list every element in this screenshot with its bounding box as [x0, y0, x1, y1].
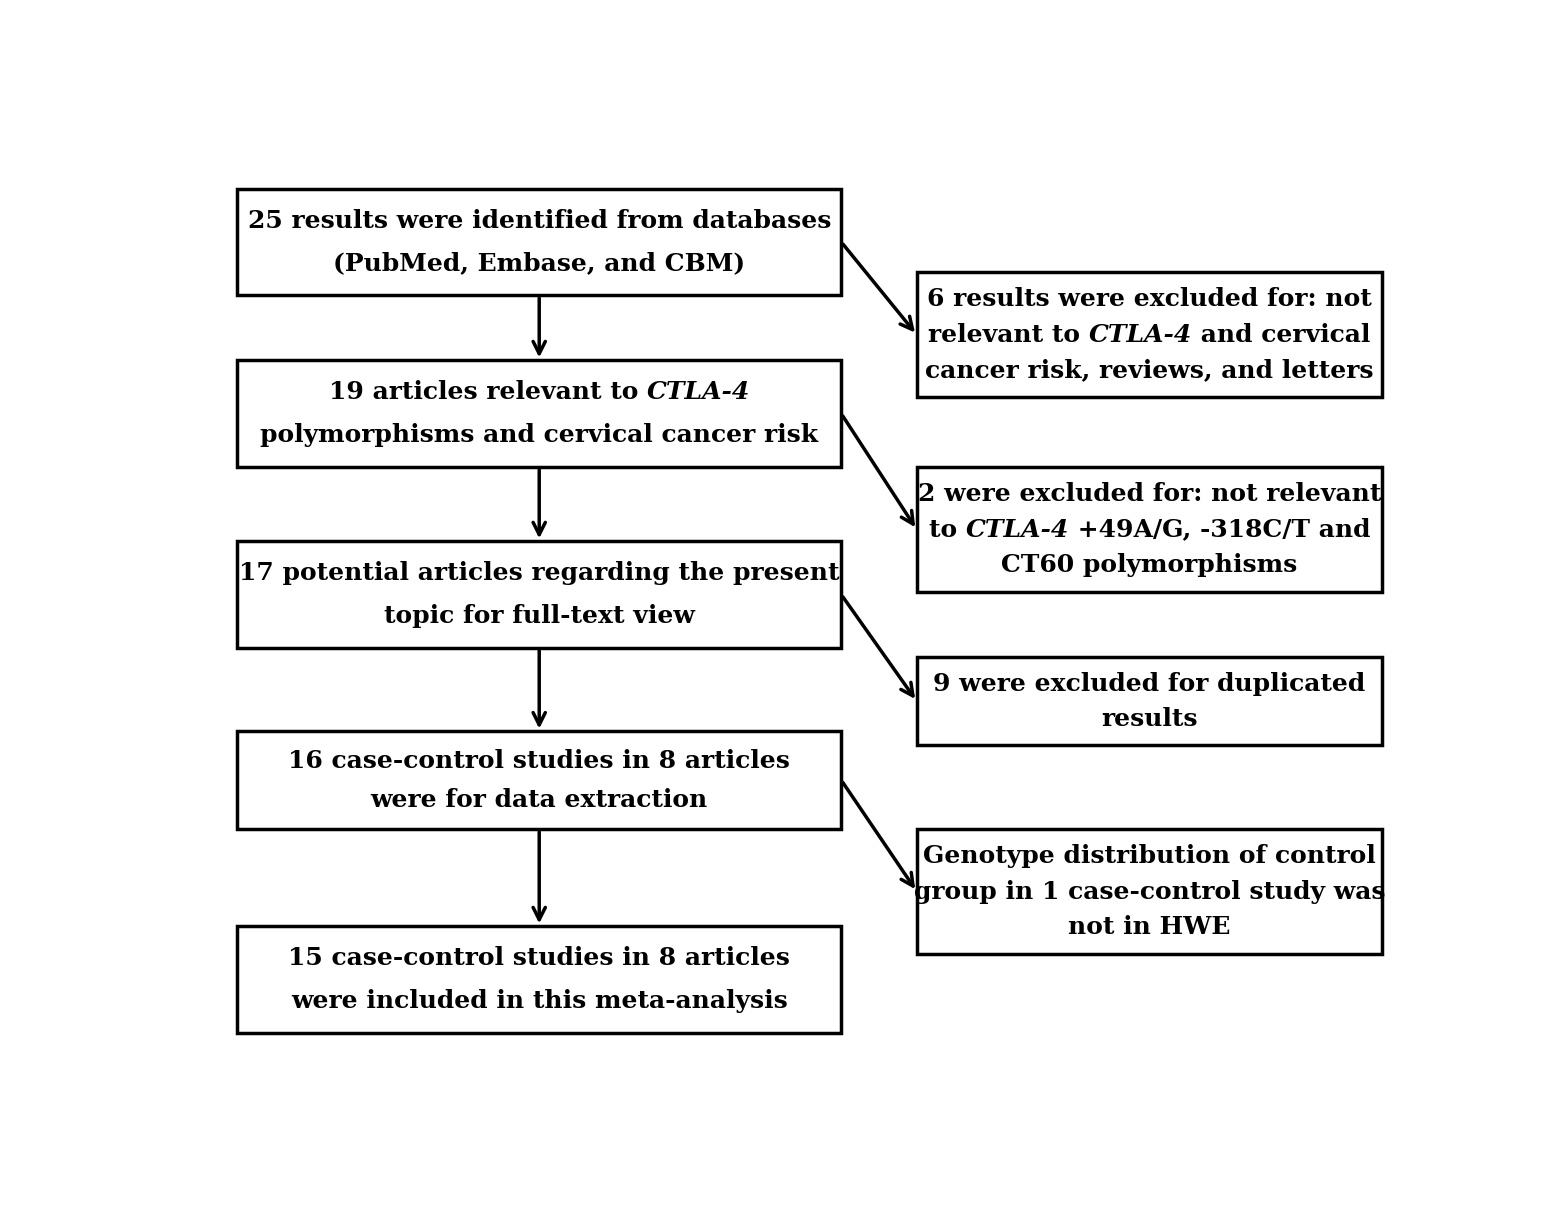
Text: and cervical: and cervical — [1193, 323, 1370, 347]
Text: 17 potential articles regarding the present: 17 potential articles regarding the pres… — [239, 562, 839, 586]
Text: 9 were excluded for duplicated: 9 were excluded for duplicated — [934, 671, 1366, 695]
Text: CTLA-4: CTLA-4 — [647, 381, 750, 405]
Bar — [917, 468, 1381, 593]
Bar — [917, 829, 1381, 954]
Bar — [237, 360, 842, 468]
Bar — [237, 927, 842, 1033]
Text: 2 were excluded for: not relevant: 2 were excluded for: not relevant — [918, 482, 1381, 506]
Text: not in HWE: not in HWE — [1068, 916, 1230, 940]
Text: 15 case-control studies in 8 articles: 15 case-control studies in 8 articles — [288, 946, 790, 970]
Text: CT60 polymorphisms: CT60 polymorphisms — [1001, 553, 1297, 577]
Text: polymorphisms and cervical cancer risk: polymorphisms and cervical cancer risk — [260, 423, 818, 447]
Text: were for data extraction: were for data extraction — [371, 788, 708, 812]
Text: relevant to: relevant to — [928, 323, 1090, 347]
Text: +49A/G, -318C/T and: +49A/G, -318C/T and — [1069, 518, 1370, 542]
Text: results: results — [1101, 707, 1197, 731]
Text: 25 results were identified from databases: 25 results were identified from database… — [248, 208, 831, 233]
Bar — [917, 272, 1381, 398]
Bar — [917, 657, 1381, 746]
Text: 16 case-control studies in 8 articles: 16 case-control studies in 8 articles — [288, 748, 790, 772]
Text: CTLA-4: CTLA-4 — [965, 518, 1069, 542]
Text: group in 1 case-control study was: group in 1 case-control study was — [914, 880, 1384, 904]
Text: 6 results were excluded for: not: 6 results were excluded for: not — [928, 287, 1372, 311]
Text: topic for full-text view: topic for full-text view — [384, 604, 695, 628]
Text: were included in this meta-analysis: were included in this meta-analysis — [292, 989, 787, 1013]
Text: to: to — [929, 518, 965, 542]
Bar — [237, 541, 842, 648]
Text: (PubMed, Embase, and CBM): (PubMed, Embase, and CBM) — [334, 252, 745, 276]
Bar — [237, 189, 842, 295]
Text: CTLA-4: CTLA-4 — [1090, 323, 1193, 347]
Bar — [237, 731, 842, 829]
Text: 19 articles relevant to: 19 articles relevant to — [329, 381, 647, 405]
Text: Genotype distribution of control: Genotype distribution of control — [923, 844, 1375, 868]
Text: cancer risk, reviews, and letters: cancer risk, reviews, and letters — [924, 359, 1373, 383]
